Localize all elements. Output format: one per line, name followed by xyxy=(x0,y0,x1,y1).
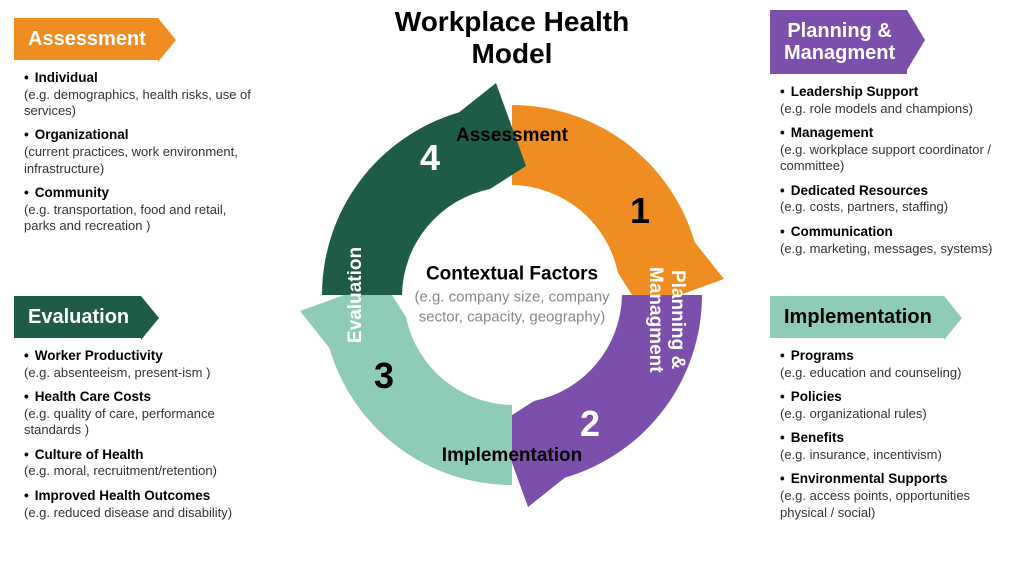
list-item-detail: (e.g. quality of care, performance stand… xyxy=(24,406,254,439)
list-item-detail: (e.g. reduced disease and disability) xyxy=(24,505,254,521)
list-item-title: Community xyxy=(35,185,109,200)
list-item-title: Organizational xyxy=(35,127,129,142)
list-item-title: Dedicated Resources xyxy=(791,183,928,198)
list-item: Programs (e.g. education and counseling) xyxy=(780,348,1010,381)
list-item-detail: (e.g. role models and champions) xyxy=(780,101,1010,117)
number-1: 1 xyxy=(630,190,650,232)
list-item: Dedicated Resources(e.g. costs, partners… xyxy=(780,183,1010,216)
list-item-title: Culture of Health xyxy=(35,447,144,462)
panel-assessment: Assessment Individual (e.g. demographics,… xyxy=(14,18,254,242)
list-item-detail: (e.g. marketing, messages, systems) xyxy=(780,241,1010,257)
list-item-detail: (e.g. demographics, health risks, use of… xyxy=(24,87,254,120)
number-4: 4 xyxy=(420,137,440,179)
list-item-detail: (e.g. education and counseling) xyxy=(780,365,1010,381)
list-item: Organizational (current practices, work e… xyxy=(24,127,254,176)
label-evaluation-text: Evaluation xyxy=(345,247,366,343)
list-item-detail: (e.g. workplace support coordinator / co… xyxy=(780,142,1010,175)
tag-implementation: Implementation xyxy=(770,296,944,338)
list-item-detail: (e.g. absenteeism, present-ism ) xyxy=(24,365,254,381)
list-item-detail: (e.g. transportation, food and retail, p… xyxy=(24,202,254,235)
list-item-title: Leadership Support xyxy=(791,84,919,99)
list-item-title: Programs xyxy=(791,348,854,363)
title-line-1: Workplace Health xyxy=(395,6,629,37)
tag-assessment-label: Assessment xyxy=(28,28,146,50)
list-item-title: Individual xyxy=(35,70,98,85)
list-item-detail: (e.g. insurance, incentivism) xyxy=(780,447,1010,463)
list-item-title: Improved Health Outcomes xyxy=(35,488,211,503)
panel-evaluation-list: Worker Productivity (e.g. absenteeism, pr… xyxy=(24,348,254,521)
panel-planning-list: Leadership Support (e.g. role models and … xyxy=(780,84,1010,257)
list-item: Benefits (e.g. insurance, incentivism) xyxy=(780,430,1010,463)
list-item: Worker Productivity (e.g. absenteeism, pr… xyxy=(24,348,254,381)
tag-evaluation: Evaluation xyxy=(14,296,141,338)
tag-assessment: Assessment xyxy=(14,18,158,60)
list-item-title: Health Care Costs xyxy=(35,389,151,404)
list-item-detail: (e.g. moral, recruitment/retention) xyxy=(24,463,254,479)
list-item: Policies (e.g. organizational rules) xyxy=(780,389,1010,422)
tag-planning-label-1: Planning & xyxy=(787,20,891,42)
list-item: Environmental Supports (e.g. access point… xyxy=(780,471,1010,520)
list-item-title: Policies xyxy=(791,389,842,404)
list-item: Leadership Support (e.g. role models and … xyxy=(780,84,1010,117)
list-item-detail: (e.g. access points, opportunities physi… xyxy=(780,488,1010,521)
list-item: Management (e.g. workplace support coordi… xyxy=(780,125,1010,174)
list-item-detail: (current practices, work environment, in… xyxy=(24,144,254,177)
label-implementation: Implementation xyxy=(427,445,597,467)
label-assessment: Assessment xyxy=(442,125,582,147)
list-item: Individual (e.g. demographics, health ris… xyxy=(24,70,254,119)
list-item-detail: (e.g. organizational rules) xyxy=(780,406,1010,422)
tag-implementation-label: Implementation xyxy=(784,306,932,328)
label-evaluation: Evaluation xyxy=(345,230,367,360)
list-item-title: Communication xyxy=(791,224,893,239)
tag-evaluation-label: Evaluation xyxy=(28,306,129,328)
label-planning: Planning & Managment xyxy=(644,245,688,395)
tag-planning-label-2: Managment xyxy=(784,42,895,64)
center-sub: (e.g. company size, company sector, capa… xyxy=(402,288,622,327)
list-item: Health Care Costs (e.g. quality of care, … xyxy=(24,389,254,438)
panel-evaluation: Evaluation Worker Productivity (e.g. abse… xyxy=(14,296,254,529)
cycle-diagram: Contextual Factors (e.g. company size, c… xyxy=(292,75,732,515)
number-3: 3 xyxy=(374,355,394,397)
list-item-title: Worker Productivity xyxy=(35,348,163,363)
list-item-title: Management xyxy=(791,125,874,140)
page-title: Workplace Health Model xyxy=(395,6,629,70)
tag-planning: Planning & Managment xyxy=(770,10,907,74)
panel-planning: Planning & Managment Leadership Support (… xyxy=(770,10,1010,265)
list-item: Culture of Health(e.g. moral, recruitmen… xyxy=(24,447,254,480)
list-item: Communication (e.g. marketing, messages, … xyxy=(780,224,1010,257)
panel-implementation: Implementation Programs (e.g. education a… xyxy=(770,296,1010,529)
number-2: 2 xyxy=(580,403,600,445)
list-item-detail: (e.g. costs, partners, staffing) xyxy=(780,199,1010,215)
panel-implementation-list: Programs(e.g. education and counseling)P… xyxy=(780,348,1010,521)
list-item: Improved Health Outcomes (e.g. reduced di… xyxy=(24,488,254,521)
title-line-2: Model xyxy=(472,38,553,69)
list-item-title: Benefits xyxy=(791,430,844,445)
panel-assessment-list: Individual (e.g. demographics, health ris… xyxy=(24,70,254,234)
list-item-title: Environmental Supports xyxy=(791,471,948,486)
center-text: Contextual Factors (e.g. company size, c… xyxy=(402,264,622,327)
label-planning-text: Planning & Managment xyxy=(645,267,688,373)
center-heading: Contextual Factors xyxy=(402,264,622,286)
list-item: Community (e.g. transportation, food and … xyxy=(24,185,254,234)
